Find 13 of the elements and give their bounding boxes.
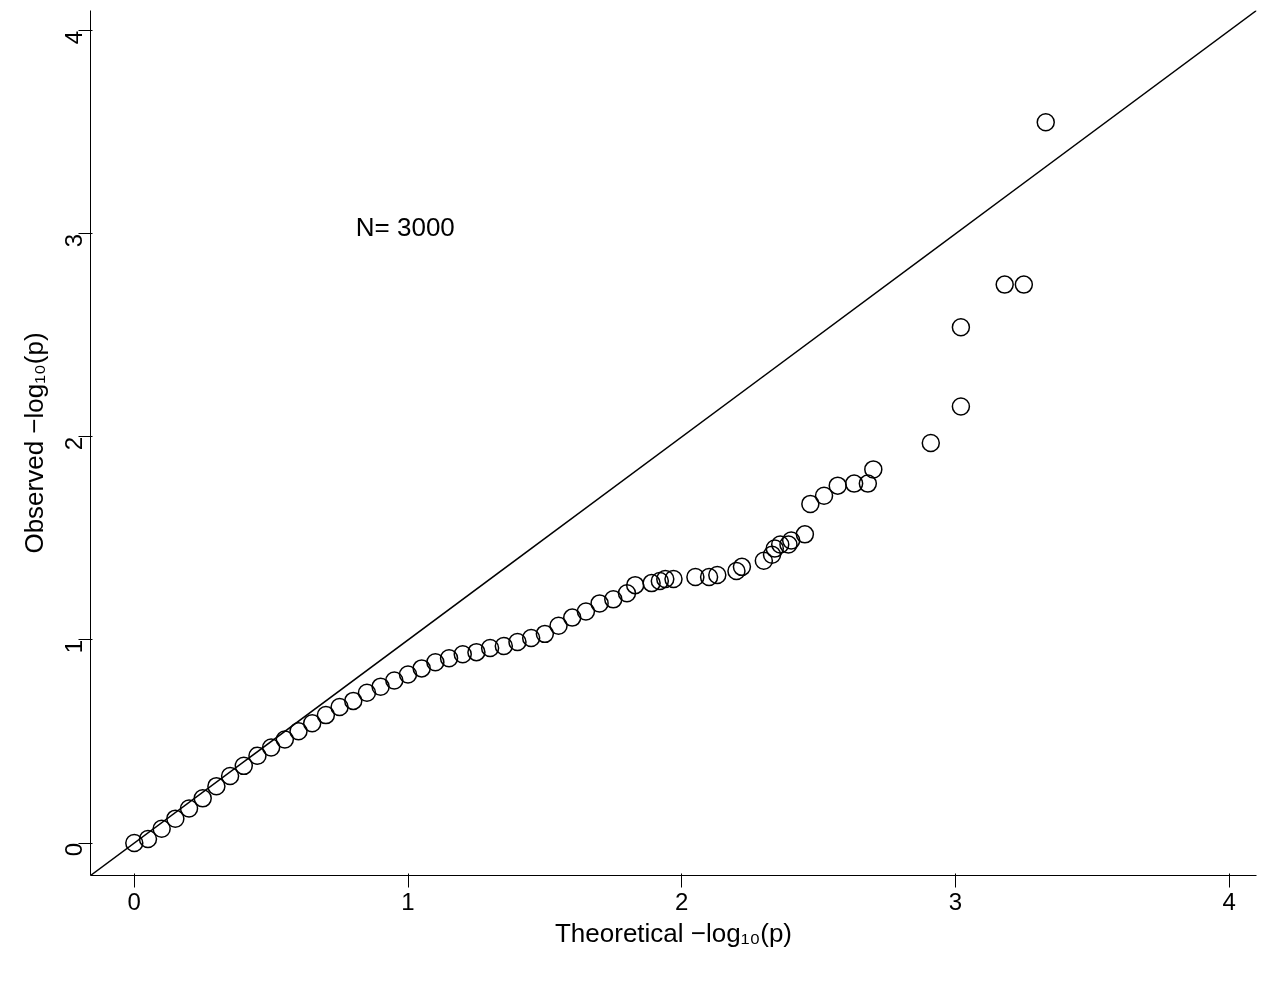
y-tick-label: 2 [60, 436, 87, 451]
y-tick-label: 4 [60, 30, 87, 45]
x-tick-label: 3 [948, 887, 963, 915]
x-tick-label: 2 [675, 887, 689, 915]
y-tick-label: 0 [60, 843, 87, 857]
x-tick-label: 4 [1222, 887, 1236, 915]
annotation: N= 3000 [355, 211, 455, 242]
x-tick-label: 1 [401, 887, 415, 915]
x-axis-title: Theoretical −log₁₀(p) [554, 917, 793, 948]
y-axis-title: Observed −log₁₀(p) [18, 332, 49, 554]
y-tick-label: 1 [60, 639, 87, 654]
x-tick-label: 0 [127, 887, 141, 915]
y-tick-label: 3 [60, 233, 87, 248]
